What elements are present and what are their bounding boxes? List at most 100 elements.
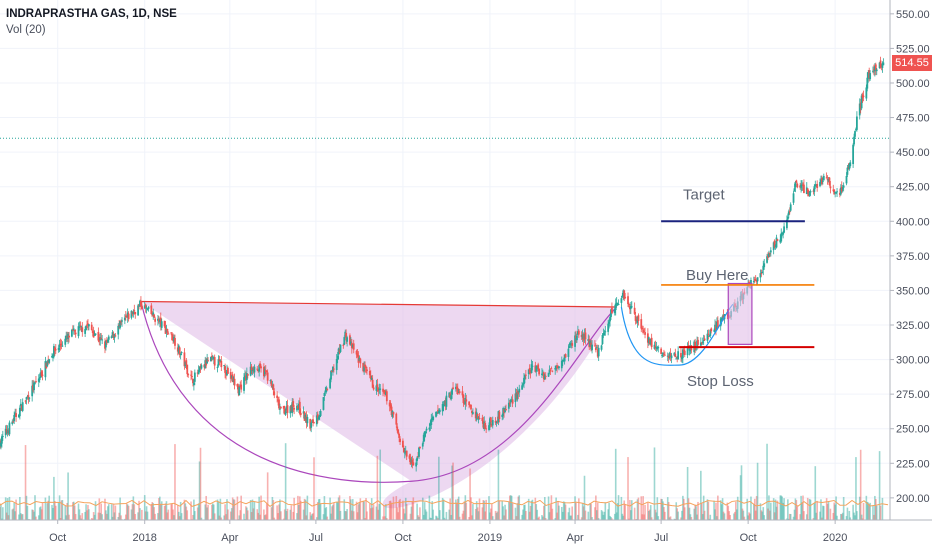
volume-bar bbox=[316, 502, 319, 520]
volume-bar bbox=[689, 514, 692, 520]
volume-bar bbox=[464, 495, 467, 520]
candle-body bbox=[151, 315, 154, 317]
candle-body bbox=[501, 414, 504, 417]
candle-body bbox=[435, 411, 437, 417]
candle-body bbox=[391, 410, 394, 417]
candle-body bbox=[157, 318, 159, 321]
candle-body bbox=[302, 411, 305, 414]
volume-bar bbox=[94, 501, 97, 520]
candle-body bbox=[338, 349, 341, 353]
candle-body bbox=[826, 179, 829, 181]
volume-bar bbox=[289, 509, 292, 520]
volume-bar bbox=[594, 507, 596, 520]
candle-body bbox=[368, 370, 371, 376]
candle-body bbox=[577, 330, 580, 335]
candle-body bbox=[694, 341, 697, 350]
candle-body bbox=[266, 372, 269, 381]
volume-bar bbox=[865, 495, 868, 520]
candle-body bbox=[781, 232, 784, 235]
candle-body bbox=[134, 311, 137, 315]
candle-body bbox=[661, 354, 663, 356]
candle-body bbox=[359, 358, 362, 364]
volume-bar bbox=[835, 496, 837, 520]
volume-bar bbox=[640, 496, 643, 520]
candle-body bbox=[410, 459, 413, 463]
volume-bar bbox=[59, 518, 62, 520]
volume-bar bbox=[111, 516, 114, 520]
volume-bar bbox=[862, 502, 865, 520]
candle-body bbox=[54, 349, 57, 351]
volume-bar bbox=[196, 507, 199, 520]
volume-bar bbox=[793, 509, 796, 520]
volume-bar bbox=[707, 501, 710, 520]
candle-body bbox=[534, 365, 537, 372]
volume-bar bbox=[34, 495, 36, 520]
cup-rim-line bbox=[140, 300, 617, 308]
volume-bar bbox=[673, 518, 676, 520]
volume-bar bbox=[174, 444, 176, 520]
candle-body bbox=[759, 273, 762, 278]
candle-body bbox=[199, 365, 202, 369]
candle-body bbox=[832, 189, 835, 191]
candle-body bbox=[641, 327, 644, 330]
candle-body bbox=[428, 427, 431, 430]
candle-body bbox=[21, 402, 24, 411]
candle-body bbox=[18, 407, 21, 417]
volume-bar bbox=[53, 476, 55, 520]
candle-body bbox=[264, 370, 267, 373]
candle-body bbox=[482, 420, 485, 428]
volume-bar bbox=[809, 499, 812, 520]
candle-body bbox=[677, 351, 680, 360]
volume-bar bbox=[739, 475, 742, 520]
candle-body bbox=[330, 370, 332, 380]
candle-body bbox=[474, 411, 477, 419]
volume-bar bbox=[713, 500, 715, 520]
candle-body bbox=[590, 342, 593, 350]
candle-body bbox=[701, 341, 704, 343]
volume-bar bbox=[66, 502, 68, 520]
candle-body bbox=[398, 433, 401, 438]
volume-bar bbox=[68, 514, 70, 520]
candle-body bbox=[455, 386, 458, 390]
volume-bar bbox=[87, 504, 89, 520]
candle-body bbox=[563, 354, 566, 362]
candle-body bbox=[648, 339, 651, 345]
volume-bar bbox=[567, 512, 570, 520]
volume-bar bbox=[690, 517, 693, 520]
candle-body bbox=[668, 353, 671, 357]
volume-bar bbox=[322, 514, 325, 520]
volume-bar bbox=[390, 502, 393, 520]
candle-body bbox=[603, 332, 606, 336]
volume-bar bbox=[580, 517, 583, 520]
candle-body bbox=[463, 402, 466, 404]
candle-body bbox=[258, 365, 261, 372]
candle-body bbox=[617, 303, 620, 305]
volume-bar bbox=[441, 497, 444, 520]
candle-body bbox=[524, 375, 526, 380]
volume-bar bbox=[99, 512, 102, 520]
candle-body bbox=[768, 253, 771, 255]
candle-body bbox=[547, 372, 550, 377]
candle-body bbox=[229, 372, 232, 379]
candle-body bbox=[422, 434, 425, 442]
candle-body bbox=[114, 335, 117, 337]
volume-bar bbox=[91, 518, 94, 520]
candle-body bbox=[709, 329, 712, 336]
candle-body bbox=[514, 393, 517, 403]
candle-body bbox=[551, 370, 554, 372]
candle-body bbox=[541, 373, 544, 375]
candle-body bbox=[465, 399, 468, 402]
volume-bar bbox=[177, 511, 180, 520]
candle-body bbox=[854, 131, 856, 137]
candle-body bbox=[173, 336, 175, 342]
candle-body bbox=[495, 422, 498, 424]
candle-body bbox=[721, 316, 724, 320]
candle-body bbox=[127, 313, 130, 320]
candle-body bbox=[838, 192, 841, 195]
volume-bar bbox=[141, 509, 143, 520]
candle-body bbox=[123, 317, 126, 321]
stop-loss-label: Stop Loss bbox=[687, 373, 754, 390]
volume-bar bbox=[40, 509, 43, 520]
candle-body bbox=[86, 324, 88, 326]
